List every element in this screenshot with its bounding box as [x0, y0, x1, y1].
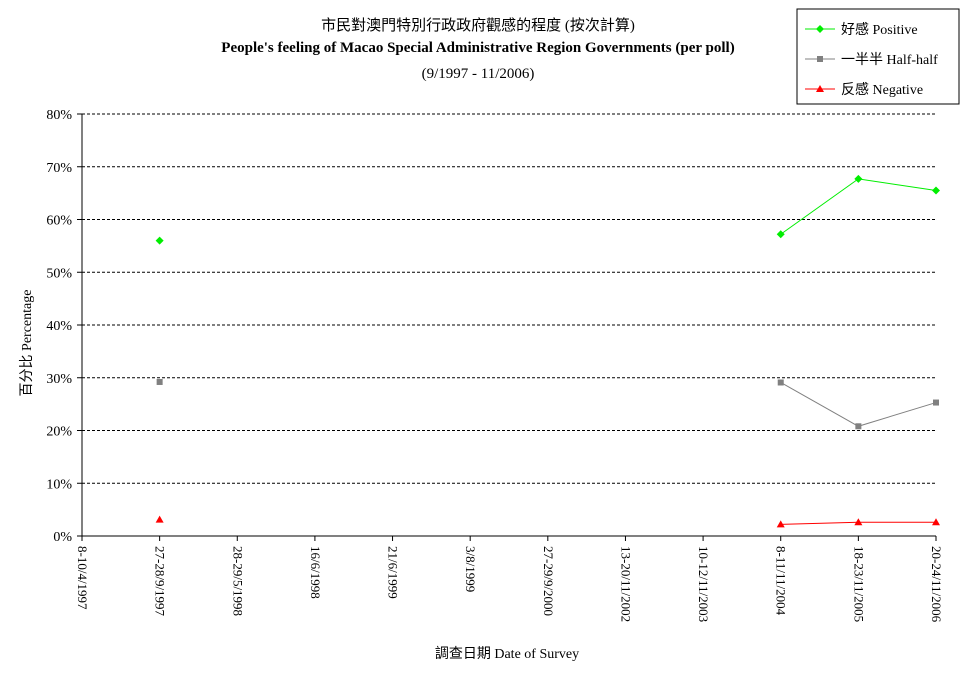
chart-title: 市民對澳門特別行政政府觀感的程度 (按次計算) [321, 18, 635, 34]
legend-marker [816, 85, 824, 92]
x-axis-label: 調查日期 Date of Survey [435, 646, 579, 662]
legend-label: 一半半 Half-half [841, 52, 938, 68]
series-0 [155, 174, 940, 245]
y-axis-label: 百分比 Percentage [19, 290, 35, 397]
chart-date-range: (9/1997 - 11/2006) [421, 66, 535, 82]
data-point [776, 230, 785, 239]
data-point [854, 174, 863, 183]
x-tick-label: 8-10/4/1997 [75, 546, 90, 610]
data-point [776, 520, 785, 528]
legend-box [796, 8, 960, 105]
y-axis-tick-labels: 0% 10% 20% 30% 40% 50% 60% 70% 80% [46, 108, 72, 545]
y-tick-label: 70% [46, 161, 72, 176]
x-tick-label: 27-29/9/2000 [541, 546, 556, 616]
x-tick-label: 20-24/11/2006 [929, 546, 944, 623]
x-tick-label: 16/6/1998 [308, 546, 323, 599]
y-tick-label: 10% [46, 477, 72, 492]
data-point [155, 236, 164, 245]
x-tick-label: 8-11/11/2004 [774, 546, 789, 616]
series-line [780, 178, 937, 235]
legend-marker [817, 56, 823, 62]
legend: 好感 Positive 一半半 Half-half 反感 Negative [796, 8, 960, 105]
legend-label: 好感 Positive [841, 21, 918, 38]
data-point [854, 518, 863, 526]
y-tick-label: 30% [46, 372, 72, 387]
series-1 [156, 378, 939, 430]
y-tick-label: 20% [46, 425, 72, 440]
axes [77, 113, 937, 541]
x-axis-tick-labels: 8-10/4/1997 27-28/9/1997 28-29/5/1998 16/6/… [75, 546, 944, 623]
x-tick-label: 21/6/1999 [386, 546, 401, 599]
x-tick-label: 3/8/1999 [463, 546, 478, 592]
data-point [932, 186, 940, 195]
data-point [777, 379, 784, 386]
y-tick-label: 40% [46, 319, 72, 334]
x-tick-label: 28-29/5/1998 [230, 546, 245, 616]
y-tick-label: 60% [46, 214, 72, 229]
series-line [780, 382, 937, 427]
data-point [932, 518, 940, 526]
data-point [855, 423, 862, 430]
legend-marker [816, 25, 824, 33]
data-point [155, 515, 164, 523]
x-tick-label: 10-12/11/2003 [696, 546, 711, 622]
y-tick-label: 80% [46, 108, 72, 123]
legend-label: 反感 Negative [841, 81, 923, 98]
grid-lines [82, 113, 936, 484]
series-2 [155, 515, 940, 528]
y-tick-label: 50% [46, 266, 72, 281]
x-tick-label: 18-23/11/2005 [851, 546, 866, 622]
data-point [933, 399, 939, 406]
series-layer [155, 174, 940, 528]
y-tick-label: 0% [53, 530, 72, 545]
data-point [156, 378, 163, 385]
x-tick-label: 13-20/11/2002 [618, 546, 633, 622]
x-tick-label: 27-28/9/1997 [153, 546, 168, 617]
chart-subtitle: People's feeling of Macao Special Admini… [221, 40, 735, 56]
